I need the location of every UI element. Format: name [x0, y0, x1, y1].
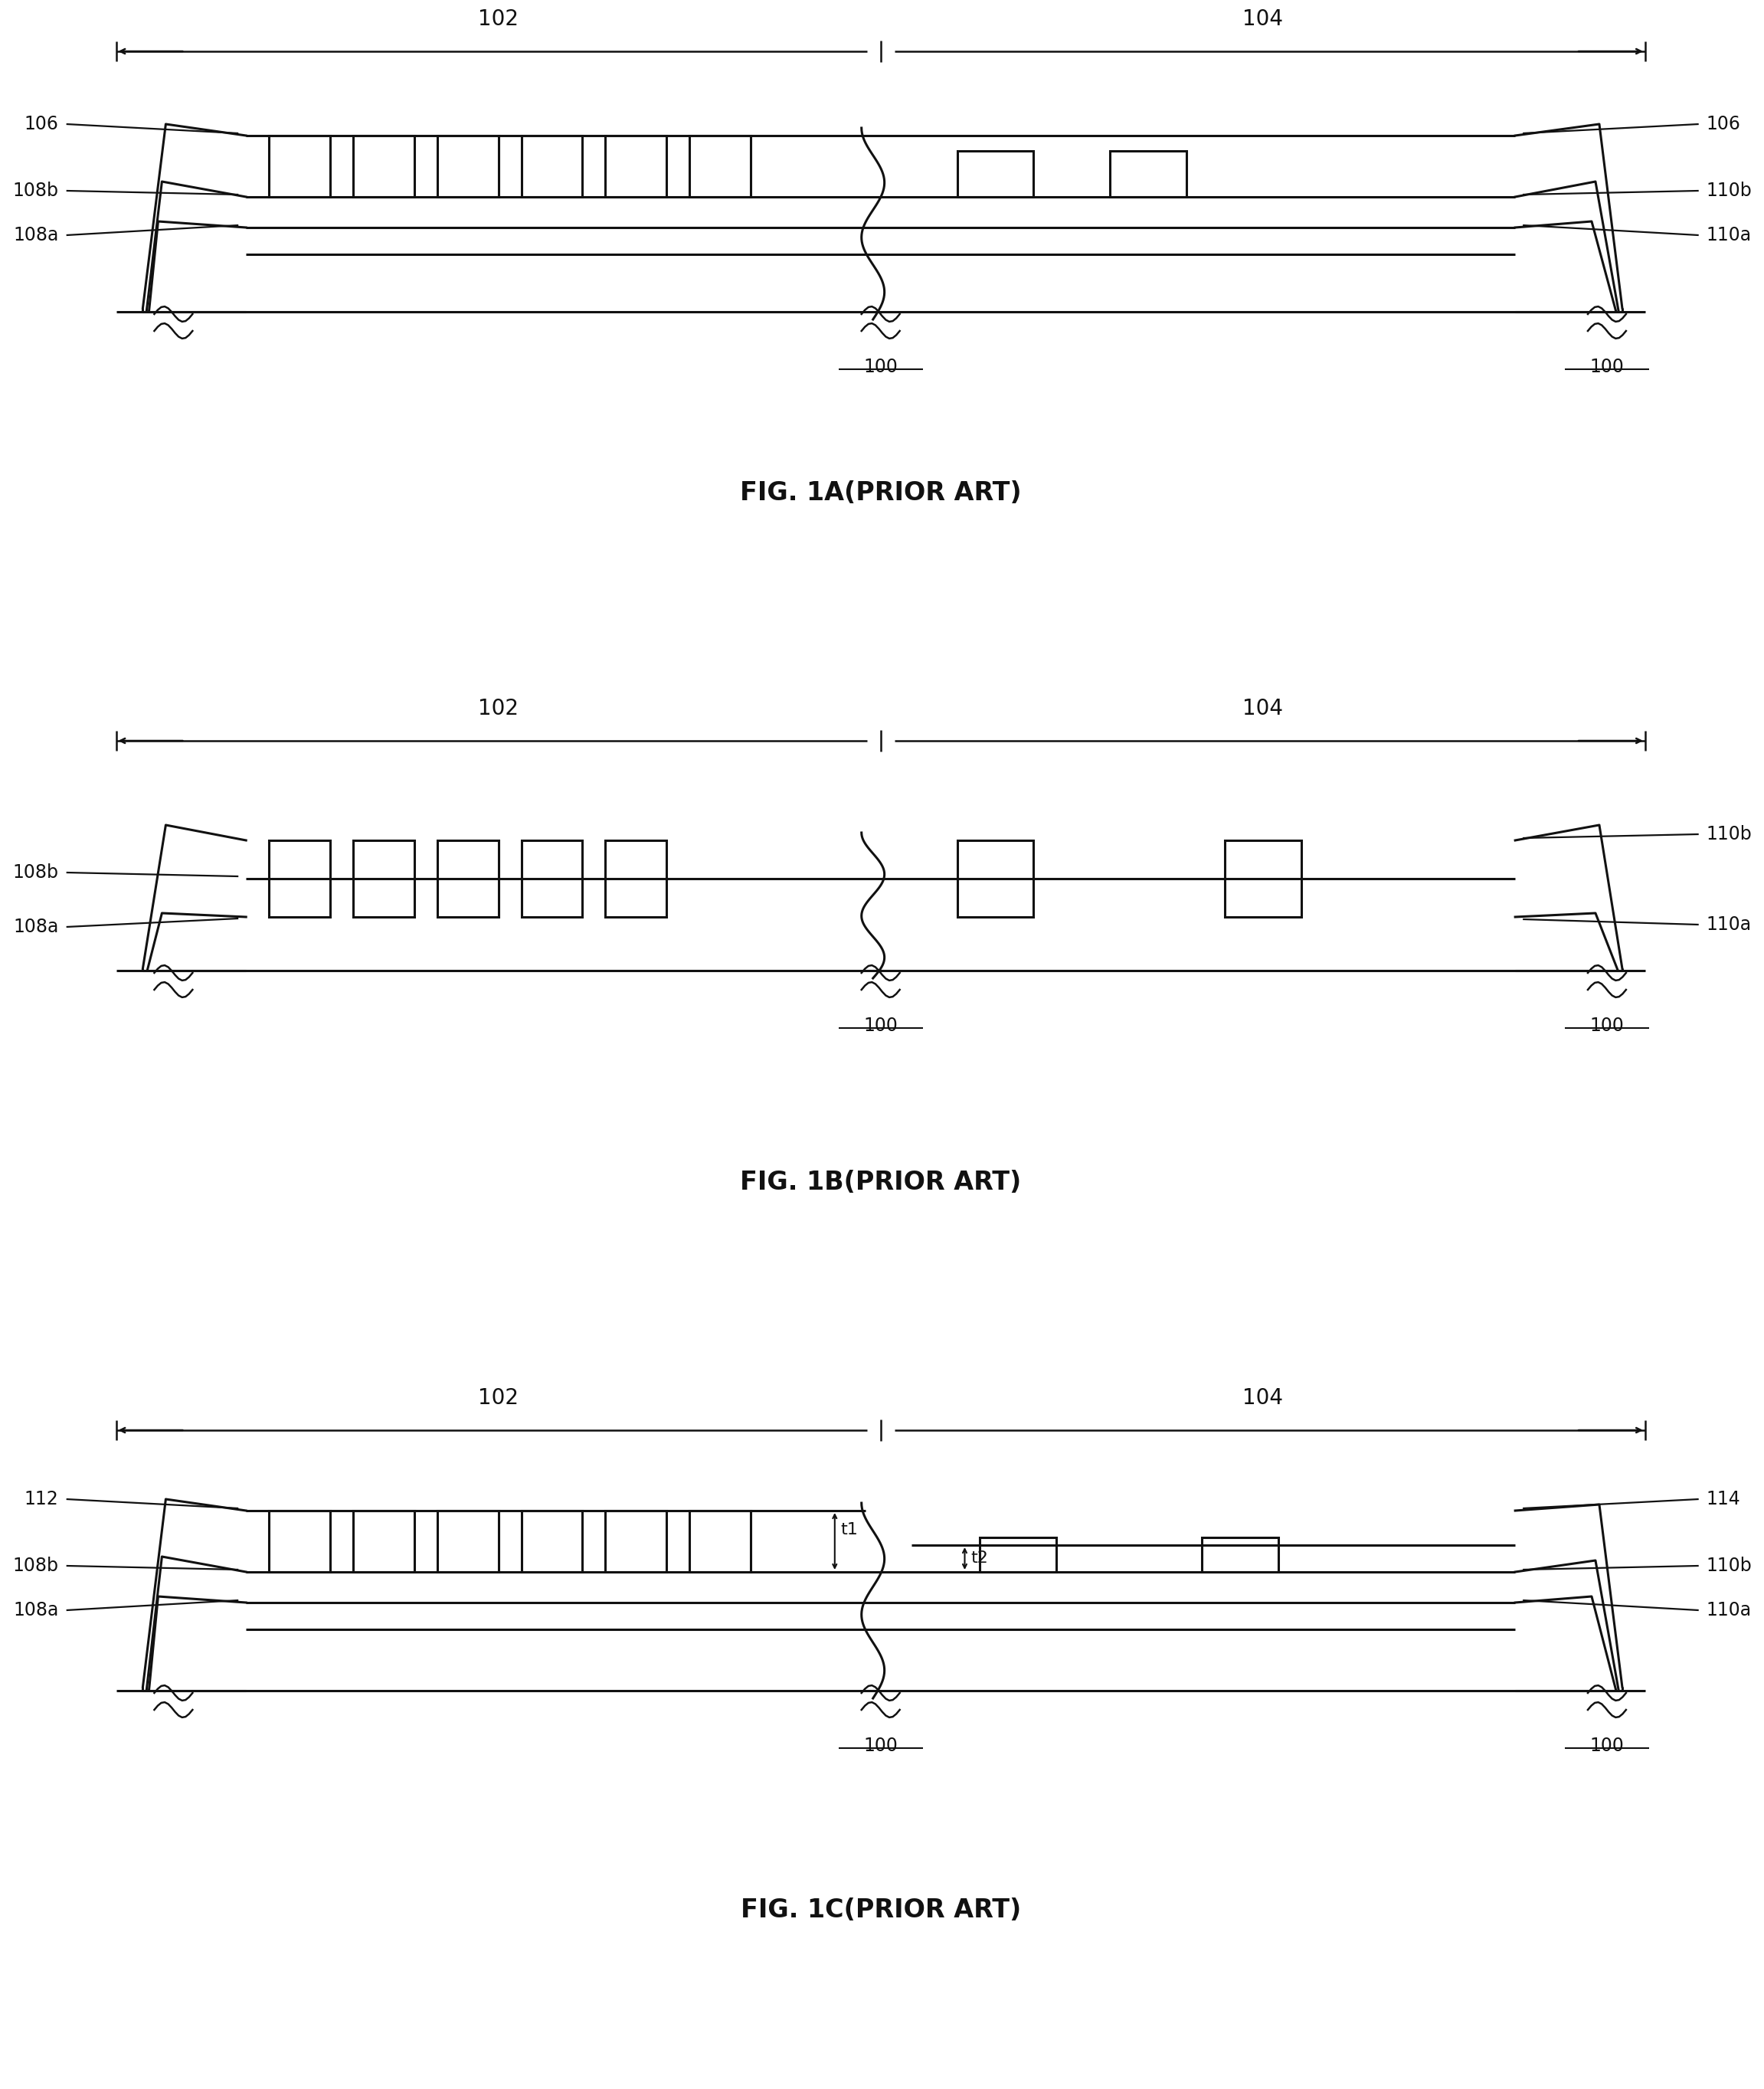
- Text: 110b: 110b: [1706, 825, 1752, 844]
- Text: 108b: 108b: [12, 863, 58, 882]
- Text: 102: 102: [478, 698, 519, 719]
- Bar: [1110, 150, 1187, 196]
- Bar: [268, 136, 330, 196]
- Text: 108a: 108a: [14, 917, 58, 936]
- Text: 110b: 110b: [1706, 182, 1752, 201]
- Text: 102: 102: [478, 8, 519, 29]
- Bar: [958, 150, 1034, 196]
- Bar: [522, 136, 582, 196]
- Text: FIG. 1B(PRIOR ART): FIG. 1B(PRIOR ART): [739, 1170, 1021, 1195]
- Text: 110a: 110a: [1706, 1600, 1752, 1619]
- Bar: [958, 840, 1034, 917]
- Bar: [522, 840, 582, 917]
- Bar: [437, 840, 499, 917]
- Bar: [605, 136, 667, 196]
- Text: FIG. 1C(PRIOR ART): FIG. 1C(PRIOR ART): [741, 1897, 1021, 1922]
- Bar: [1224, 840, 1302, 917]
- Text: 106: 106: [1706, 115, 1741, 134]
- Text: 102: 102: [478, 1387, 519, 1408]
- Text: FIG. 1A(PRIOR ART): FIG. 1A(PRIOR ART): [739, 480, 1021, 506]
- Text: 108a: 108a: [14, 1600, 58, 1619]
- Bar: [605, 1510, 667, 1571]
- Text: 100: 100: [863, 1736, 898, 1755]
- Text: 110b: 110b: [1706, 1556, 1752, 1575]
- Text: 110a: 110a: [1706, 226, 1752, 244]
- Text: 100: 100: [1589, 1736, 1625, 1755]
- Text: 100: 100: [1589, 357, 1625, 376]
- Bar: [690, 1510, 751, 1571]
- Bar: [690, 136, 751, 196]
- Bar: [1201, 1538, 1279, 1571]
- Text: 108a: 108a: [14, 226, 58, 244]
- Bar: [353, 840, 415, 917]
- Text: 104: 104: [1242, 1387, 1282, 1408]
- Text: 100: 100: [863, 357, 898, 376]
- Text: 110a: 110a: [1706, 915, 1752, 934]
- Text: 100: 100: [863, 1017, 898, 1034]
- Bar: [981, 1538, 1057, 1571]
- Text: 112: 112: [25, 1489, 58, 1508]
- Bar: [353, 136, 415, 196]
- Text: t2: t2: [970, 1550, 988, 1567]
- Bar: [268, 1510, 330, 1571]
- Bar: [353, 1510, 415, 1571]
- Bar: [605, 840, 667, 917]
- Text: 108b: 108b: [12, 182, 58, 201]
- Text: 100: 100: [1589, 1017, 1625, 1034]
- Text: t1: t1: [841, 1523, 859, 1538]
- Bar: [437, 136, 499, 196]
- Bar: [437, 1510, 499, 1571]
- Text: 104: 104: [1242, 698, 1282, 719]
- Bar: [522, 1510, 582, 1571]
- Text: 108b: 108b: [12, 1556, 58, 1575]
- Bar: [268, 840, 330, 917]
- Text: 106: 106: [25, 115, 58, 134]
- Text: 104: 104: [1242, 8, 1282, 29]
- Text: 114: 114: [1706, 1489, 1741, 1508]
